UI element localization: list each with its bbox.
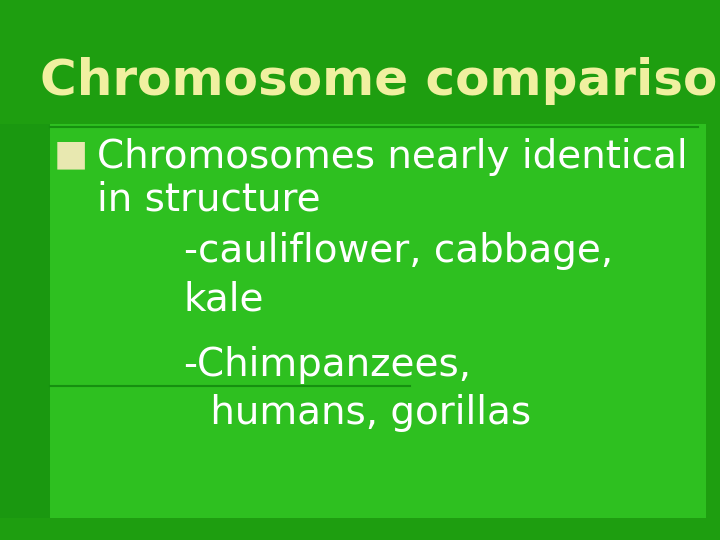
- Bar: [50, 389, 706, 518]
- Text: -Chimpanzees,: -Chimpanzees,: [184, 346, 472, 383]
- Text: ■: ■: [54, 138, 88, 172]
- Text: Chromosomes nearly identical: Chromosomes nearly identical: [97, 138, 688, 176]
- Text: -cauliflower, cabbage,: -cauliflower, cabbage,: [184, 232, 613, 270]
- Text: Chromosome comparisons: Chromosome comparisons: [40, 57, 720, 105]
- Bar: [0, 389, 230, 518]
- Bar: [50, 124, 706, 394]
- Bar: [0, 124, 50, 394]
- Text: kale: kale: [184, 281, 264, 319]
- Text: humans, gorillas: humans, gorillas: [198, 394, 531, 432]
- Text: in structure: in structure: [97, 181, 321, 219]
